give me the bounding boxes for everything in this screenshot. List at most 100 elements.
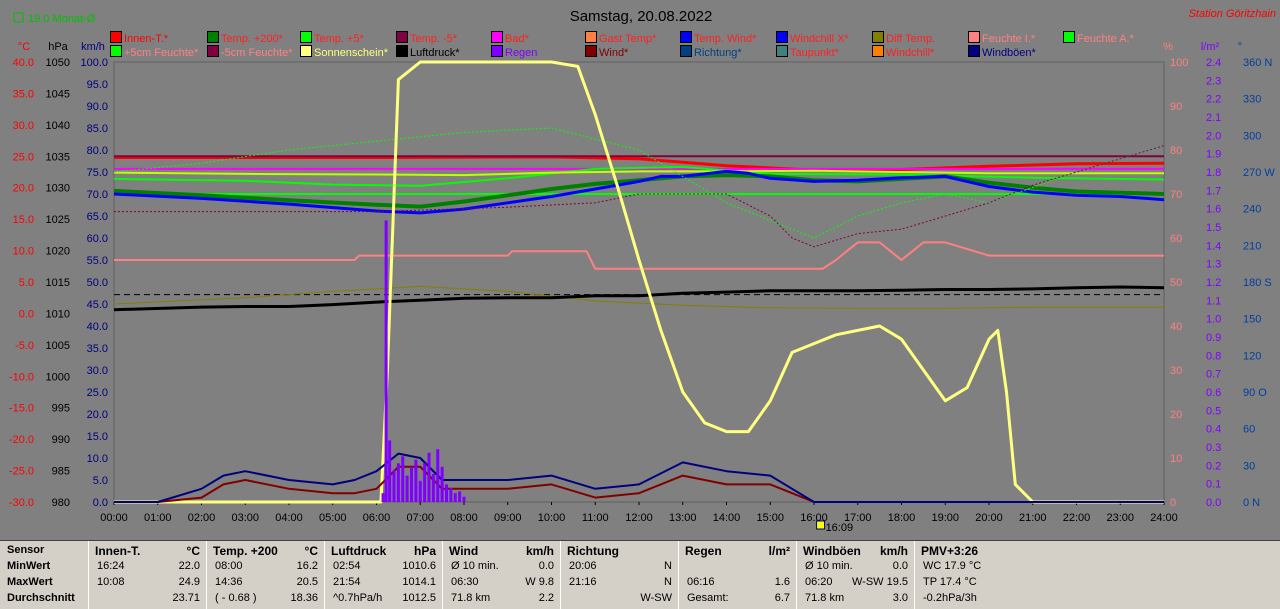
stats-min-time: 08:00 bbox=[215, 560, 243, 572]
stats-column-title: PMV+3:26 bbox=[921, 544, 978, 558]
x-tick-label: 00:00 bbox=[100, 512, 128, 524]
x-tick-label: 08:00 bbox=[450, 512, 478, 524]
x-tick-label: 04:00 bbox=[275, 512, 303, 524]
legend-label: Feuchte A.* bbox=[1077, 33, 1134, 45]
hpa-axis-tick: 1010 bbox=[46, 308, 70, 320]
hpa-axis-tick: 1020 bbox=[46, 246, 70, 258]
hpa-axis-tick: 985 bbox=[52, 466, 70, 478]
stats-min-value: 0.0 bbox=[539, 560, 554, 572]
celsius-axis-tick: 20.0 bbox=[13, 183, 34, 195]
rain-bar bbox=[441, 467, 444, 502]
stats-avg-time: 71.8 km bbox=[451, 592, 490, 604]
hpa-axis-tick: 1000 bbox=[46, 371, 70, 383]
direction-axis-tick: 150 bbox=[1243, 314, 1261, 326]
legend-swatch bbox=[1063, 31, 1075, 43]
percent-axis-unit: % bbox=[1163, 41, 1173, 53]
stats-min-time: 20:06 bbox=[569, 560, 597, 572]
stats-min-value: 0.0 bbox=[893, 560, 908, 572]
x-tick-label: 14:00 bbox=[713, 512, 741, 524]
rain-bar bbox=[432, 474, 435, 502]
celsius-axis-tick: 5.0 bbox=[19, 277, 34, 289]
stats-avg-time: 71.8 km bbox=[805, 592, 844, 604]
x-tick-label: 07:00 bbox=[406, 512, 434, 524]
legend-label: Taupunkt* bbox=[790, 47, 839, 59]
rain-bar bbox=[397, 463, 400, 502]
celsius-axis-tick: -25.0 bbox=[9, 466, 34, 478]
legend-swatch bbox=[110, 45, 122, 57]
legend-label: Regen bbox=[505, 47, 537, 59]
stats-min-time: 16:24 bbox=[97, 560, 125, 572]
legend-swatch bbox=[968, 45, 980, 57]
legend-label: Innen-T.* bbox=[124, 33, 168, 45]
series-line bbox=[114, 62, 1164, 502]
rain-axis-tick: 2.4 bbox=[1206, 57, 1221, 69]
direction-axis-tick: 60 bbox=[1243, 424, 1255, 436]
celsius-axis-tick: 35.0 bbox=[13, 88, 34, 100]
legend-swatch bbox=[872, 31, 884, 43]
legend-item: Taupunkt* bbox=[776, 45, 839, 59]
legend-swatch bbox=[300, 31, 312, 43]
legend-swatch bbox=[776, 45, 788, 57]
percent-axis-tick: 40 bbox=[1170, 321, 1182, 333]
rain-axis-tick: 0.6 bbox=[1206, 387, 1221, 399]
legend-item: Temp. -5* bbox=[396, 31, 457, 45]
stats-min-value: 1010.6 bbox=[402, 560, 436, 572]
percent-axis-tick: 30 bbox=[1170, 365, 1182, 377]
stats-max-time: TP 17.4 °C bbox=[923, 576, 977, 588]
x-tick-label: 15:00 bbox=[756, 512, 784, 524]
kmh-axis-tick: 35.0 bbox=[87, 343, 108, 355]
legend-item: Feuchte I.* bbox=[968, 31, 1035, 45]
legend-item: Diff Temp. bbox=[872, 31, 935, 45]
plot-area bbox=[114, 62, 1164, 502]
legend-swatch bbox=[396, 45, 408, 57]
hpa-axis-tick: 1025 bbox=[46, 214, 70, 226]
rain-axis-tick: 0.0 bbox=[1206, 497, 1221, 509]
percent-axis-tick: 10 bbox=[1170, 453, 1182, 465]
stats-column-title: Luftdruck bbox=[331, 544, 386, 558]
stats-avg-value: 18.36 bbox=[290, 592, 318, 604]
x-tick-label: 05:00 bbox=[319, 512, 347, 524]
legend-label: -5cm Feuchte* bbox=[221, 47, 293, 59]
station-name: Station Göritzhain bbox=[1189, 8, 1276, 20]
kmh-axis-tick: 70.0 bbox=[87, 189, 108, 201]
hpa-axis-tick: 1015 bbox=[46, 277, 70, 289]
legend-swatch bbox=[300, 45, 312, 57]
kmh-axis-tick: 90.0 bbox=[87, 101, 108, 113]
stats-row-label-max: MaxWert bbox=[7, 576, 53, 588]
stats-column-unit: km/h bbox=[880, 544, 908, 558]
legend-label: Diff Temp. bbox=[886, 33, 935, 45]
rain-bar bbox=[388, 440, 391, 502]
rain-bar bbox=[423, 463, 426, 502]
legend-swatch bbox=[491, 31, 503, 43]
stats-column-title: Richtung bbox=[567, 544, 619, 558]
stats-avg-value: 2.2 bbox=[539, 592, 554, 604]
stats-min-time: 02:54 bbox=[333, 560, 361, 572]
stats-column-unit: hPa bbox=[414, 544, 436, 558]
hpa-axis-unit: hPa bbox=[48, 41, 68, 53]
stats-min-value: N bbox=[664, 560, 672, 572]
rain-axis-unit: l/m² bbox=[1201, 41, 1220, 53]
sun-marker-label: 16:09 bbox=[826, 522, 854, 534]
percent-axis-tick: 0 bbox=[1170, 497, 1176, 509]
stats-avg-value: W-SW bbox=[640, 592, 672, 604]
stats-max-time: 06:20 bbox=[805, 576, 833, 588]
stats-column: Luftdruck hPa 02:54 1010.6 21:54 1014.1 ^0.7hP… bbox=[324, 541, 442, 609]
kmh-axis-tick: 65.0 bbox=[87, 211, 108, 223]
kmh-axis-tick: 15.0 bbox=[87, 431, 108, 443]
legend-swatch bbox=[396, 31, 408, 43]
rain-bar bbox=[382, 493, 385, 502]
rain-bar bbox=[428, 453, 431, 502]
x-tick-label: 12:00 bbox=[625, 512, 653, 524]
celsius-axis-tick: -10.0 bbox=[9, 371, 34, 383]
hpa-axis-tick: 1030 bbox=[46, 183, 70, 195]
percent-axis-tick: 90 bbox=[1170, 101, 1182, 113]
stats-max-time: 21:54 bbox=[333, 576, 361, 588]
kmh-axis-tick: 55.0 bbox=[87, 255, 108, 267]
kmh-axis-tick: 0.0 bbox=[93, 497, 108, 509]
direction-axis-tick: 330 bbox=[1243, 94, 1261, 106]
x-tick-label: 20:00 bbox=[975, 512, 1003, 524]
rain-bar bbox=[436, 449, 439, 502]
legend-item: Gast Temp* bbox=[585, 31, 656, 45]
rain-axis-tick: 1.9 bbox=[1206, 149, 1221, 161]
stats-max-value: W 9.8 bbox=[525, 576, 554, 588]
